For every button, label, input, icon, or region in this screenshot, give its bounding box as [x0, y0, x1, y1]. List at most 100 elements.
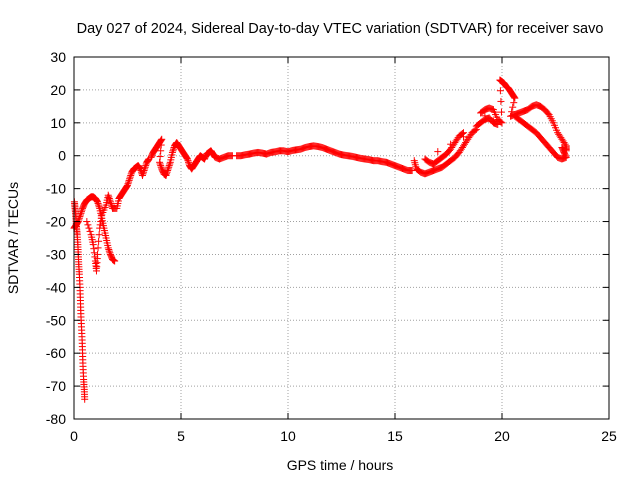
y-tick-label: -80 [46, 411, 66, 427]
data-point [75, 216, 83, 224]
y-tick-label: 10 [50, 115, 66, 131]
data-point [94, 244, 102, 252]
data-point [95, 201, 103, 209]
data-point [156, 160, 164, 168]
data-point [135, 163, 143, 171]
data-series [70, 76, 570, 403]
data-point [139, 170, 147, 178]
data-point [78, 206, 86, 214]
data-point [459, 129, 467, 137]
data-point [184, 158, 192, 166]
data-point [76, 213, 84, 221]
data-point [165, 163, 173, 171]
data-point [408, 167, 416, 175]
data-point [183, 155, 191, 163]
data-point [157, 147, 165, 155]
data-point [471, 126, 479, 134]
data-point [497, 97, 505, 105]
data-point [76, 211, 84, 219]
data-point [458, 130, 466, 138]
data-point [81, 395, 89, 403]
data-point [94, 198, 102, 206]
data-point [558, 144, 566, 151]
x-tick-label: 0 [70, 428, 78, 444]
data-point [182, 153, 190, 161]
data-point [104, 191, 112, 199]
data-point [163, 168, 171, 176]
data-point [94, 250, 102, 258]
data-point [85, 224, 93, 232]
data-point [95, 237, 103, 245]
data-point [95, 203, 103, 211]
data-point [497, 108, 505, 116]
data-point [156, 158, 164, 166]
data-point [184, 157, 192, 165]
data-point [163, 170, 171, 178]
x-tick-label: 20 [494, 428, 510, 444]
data-point [498, 119, 506, 127]
data-point [96, 221, 104, 229]
y-tick-label: 0 [58, 148, 66, 164]
y-tick-label: -40 [46, 279, 66, 295]
data-point [162, 171, 170, 179]
data-point [122, 183, 130, 191]
data-point [144, 157, 152, 165]
data-point [169, 147, 177, 155]
data-point [165, 162, 173, 170]
data-point [77, 209, 85, 217]
y-tick-label: -50 [46, 312, 66, 328]
y-tick-label: -60 [46, 345, 66, 361]
data-point [561, 140, 569, 148]
data-point [124, 181, 131, 189]
data-point [157, 137, 165, 145]
y-axis-label: SDTVAR / TECUs [5, 182, 21, 294]
data-point [77, 208, 85, 216]
data-point [97, 218, 105, 226]
y-tick-label: -70 [46, 378, 66, 394]
data-point [106, 196, 114, 204]
data-point [157, 141, 165, 149]
data-point [96, 224, 104, 232]
data-point [105, 246, 113, 254]
data-point [510, 93, 518, 101]
data-point [105, 247, 113, 255]
data-point [496, 87, 504, 95]
data-point [125, 178, 133, 186]
data-point [509, 103, 517, 111]
data-point [140, 167, 148, 175]
data-point [95, 231, 103, 239]
y-tick-label: -30 [46, 246, 66, 262]
data-point [105, 195, 113, 203]
x-tick-label: 15 [387, 428, 403, 444]
x-tick-label: 5 [177, 428, 185, 444]
data-point [510, 92, 518, 100]
data-point [166, 160, 174, 168]
data-point [141, 165, 149, 173]
data-point [90, 245, 98, 253]
data-point [126, 175, 134, 183]
data-point [481, 112, 489, 120]
data-point [126, 173, 134, 181]
data-point [92, 196, 100, 204]
y-tick-label: -10 [46, 181, 66, 197]
data-point [489, 118, 497, 126]
data-point [434, 148, 442, 156]
axis-ticks: 0 5 10 15 20 25 -80 -70 -60 -50 -40 -30 -20 -10 0 10 20 3… [46, 49, 617, 444]
data-point [158, 135, 166, 143]
data-point [106, 198, 114, 206]
data-point [140, 168, 148, 176]
y-tick-label: 30 [50, 49, 66, 65]
data-point [105, 193, 113, 201]
data-point [89, 241, 97, 249]
data-point [497, 118, 505, 126]
data-point [558, 145, 566, 153]
data-point [125, 176, 133, 184]
data-point [90, 249, 98, 257]
x-axis-label: GPS time / hours [287, 457, 394, 473]
data-point [142, 162, 150, 170]
data-point [97, 214, 105, 222]
data-point [510, 99, 518, 107]
data-point [75, 214, 83, 222]
